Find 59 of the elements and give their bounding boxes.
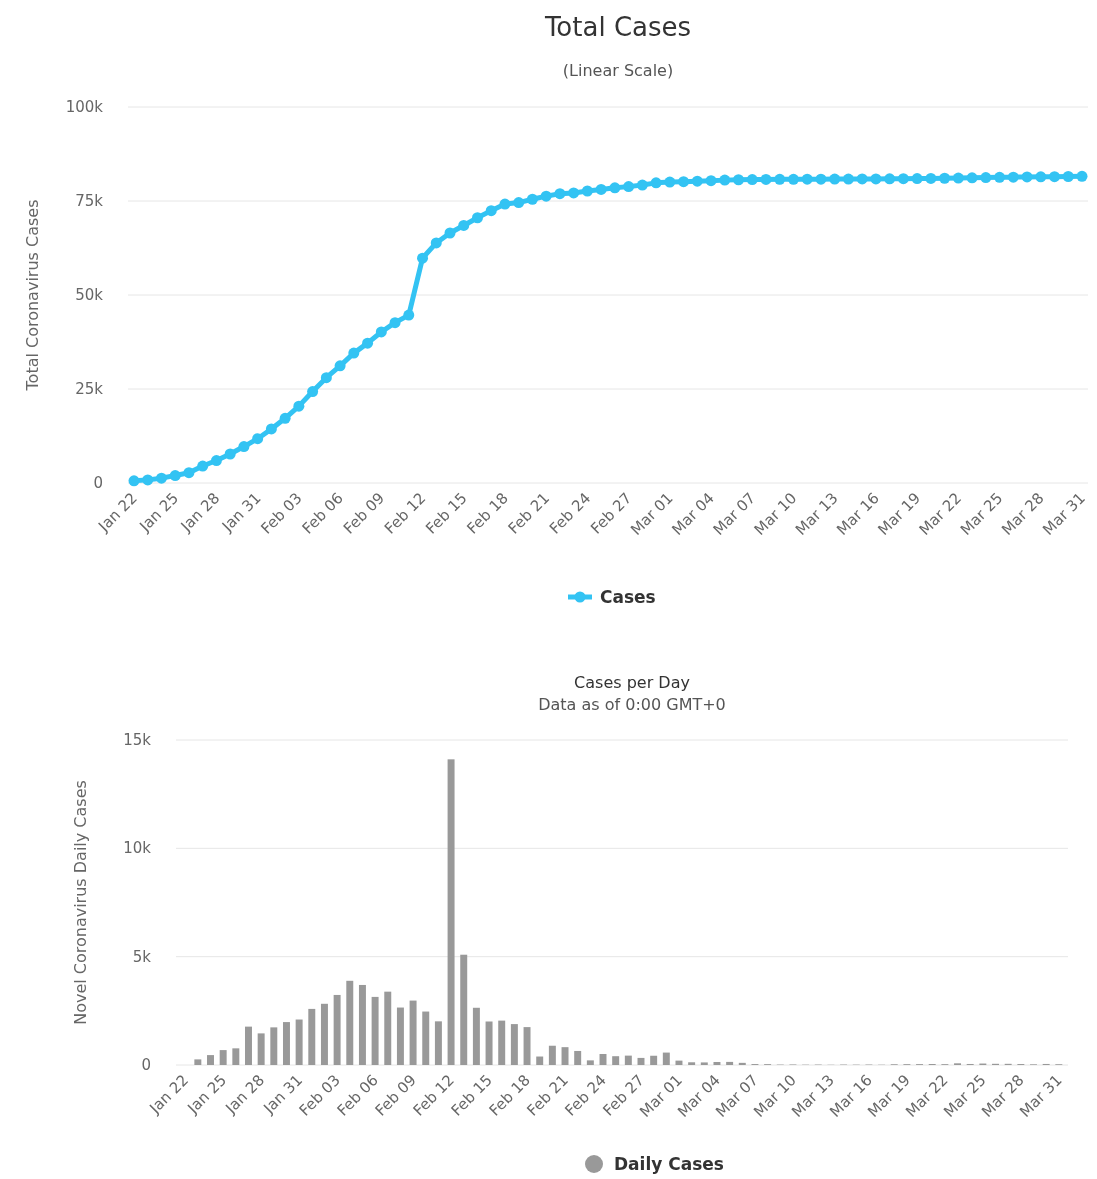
bar (662, 1052, 670, 1065)
bar (346, 980, 354, 1065)
bar (207, 1055, 214, 1065)
y-tick-label: 25k (75, 380, 104, 398)
bar (624, 1055, 632, 1065)
bar (384, 991, 392, 1065)
chart-subtitle: (Linear Scale) (562, 61, 674, 80)
bar (650, 1055, 658, 1065)
bar (295, 1019, 303, 1065)
bar (688, 1062, 696, 1065)
y-tick-label: 0 (93, 474, 103, 492)
bar (460, 954, 468, 1065)
bar (447, 759, 455, 1065)
bar (586, 1060, 594, 1065)
bar (320, 1003, 328, 1065)
bar (700, 1062, 708, 1065)
bar (738, 1062, 746, 1065)
y-axis-title: Total Coronavirus Cases (23, 199, 42, 392)
bar (726, 1061, 734, 1065)
bar (371, 996, 379, 1065)
bar (574, 1050, 582, 1065)
bar (523, 1027, 531, 1065)
bar (409, 1000, 417, 1065)
bar (257, 1033, 265, 1065)
bar (333, 994, 341, 1065)
bar (536, 1056, 544, 1065)
y-tick-label: 15k (123, 731, 152, 749)
y-tick-label: 75k (75, 192, 104, 210)
y-tick-label: 5k (132, 947, 152, 966)
y-axis-title: Novel Coronavirus Daily Cases (71, 780, 90, 1025)
y-tick-label: 100k (65, 98, 104, 116)
chart-title: Total Cases (543, 12, 692, 42)
bar (282, 1022, 290, 1065)
bar (270, 1027, 278, 1065)
y-tick-label: 50k (75, 286, 104, 304)
bar (548, 1045, 556, 1065)
bar (194, 1059, 202, 1065)
y-tick-label: 10k (123, 839, 152, 858)
legend-label: Cases (600, 587, 656, 607)
bar (713, 1061, 721, 1065)
bar (485, 1021, 493, 1065)
bar (219, 1050, 227, 1065)
bar (472, 1007, 480, 1065)
bar (308, 1008, 316, 1065)
chart-subtitle: Data as of 0:00 GMT+0 (538, 695, 726, 714)
bar (422, 1011, 430, 1065)
bar (675, 1060, 683, 1065)
bar (358, 984, 366, 1065)
bar (561, 1047, 569, 1065)
bar (245, 1026, 252, 1065)
legend-label: Daily Cases (614, 1154, 724, 1174)
y-tick-label: 0 (141, 1056, 151, 1074)
bar (232, 1048, 240, 1065)
bar (434, 1021, 442, 1065)
bar (612, 1056, 620, 1065)
bar (510, 1024, 518, 1065)
bar (498, 1020, 506, 1065)
bar (396, 1007, 404, 1065)
chart-title: Cases per Day (574, 673, 690, 692)
